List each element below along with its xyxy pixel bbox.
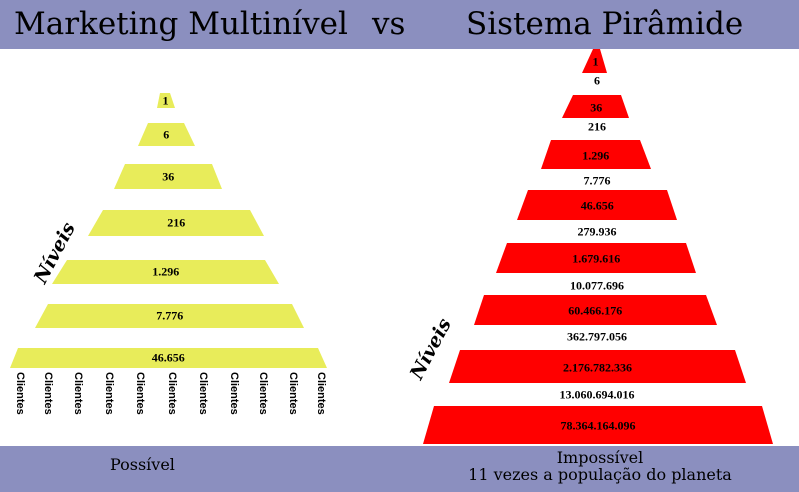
right-level-label: 46.656 <box>580 198 614 213</box>
left-level-5 <box>52 260 279 284</box>
left-level-6 <box>35 304 304 328</box>
right-level-2 <box>562 95 629 118</box>
right-level-label: 1.296 <box>582 148 610 162</box>
right-level-label: 1 <box>592 54 599 69</box>
right-level-label: 78.364.164.096 <box>560 418 636 433</box>
footer-band <box>0 446 799 492</box>
right-level-label: 60.466.176 <box>568 303 623 318</box>
right-level-5 <box>496 243 696 273</box>
clients-label: Clientes <box>166 372 178 415</box>
right-gap-label: 10.077.696 <box>570 278 624 293</box>
right-gap-label: 279.936 <box>577 224 617 239</box>
clients-label: Clientes <box>228 372 240 415</box>
clients-label: Clientes <box>197 372 209 415</box>
clients-label: Clientes <box>14 372 26 415</box>
clients-label: Clientes <box>287 372 299 415</box>
left-level-label: 1.296 <box>152 264 180 279</box>
left-footer: Possível <box>110 455 175 474</box>
right-gap-label: 7.776 <box>583 173 611 188</box>
clients-label: Clientes <box>72 372 84 415</box>
vs-label: vs <box>372 6 406 42</box>
right-footer-line2: 11 vezes a população do planeta <box>468 465 732 484</box>
left-level-label: 216 <box>167 215 186 230</box>
right-level-label: 1.679.616 <box>572 251 621 266</box>
left-level-label: 6 <box>163 127 170 141</box>
left-level-1 <box>157 93 175 108</box>
right-level-label: 36 <box>590 100 603 114</box>
right-level-7 <box>449 350 746 383</box>
left-level-label: 36 <box>162 169 175 183</box>
clients-label: Clientes <box>103 372 115 415</box>
right-level-label: 2.176.782.336 <box>563 360 632 374</box>
left-level-label: 46.656 <box>151 350 185 365</box>
left-level-label: 7.776 <box>156 308 184 323</box>
right-level-1 <box>582 49 607 73</box>
right-gap-label: 13.060.694.016 <box>559 387 635 402</box>
left-level-7 <box>10 348 327 368</box>
right-level-8 <box>423 406 773 444</box>
left-title: Marketing Multinível <box>14 6 348 42</box>
right-title: Sistema Pirâmide <box>466 6 744 42</box>
header-band <box>0 0 799 49</box>
right-gap-label: 6 <box>594 73 600 88</box>
left-level-label: 1 <box>162 93 169 107</box>
right-level-4 <box>517 190 677 220</box>
clients-label: Clientes <box>257 372 269 415</box>
left-level-2 <box>138 123 195 146</box>
left-level-4 <box>88 210 264 236</box>
clients-label: Clientes <box>134 372 146 415</box>
clients-label: Clientes <box>42 372 54 415</box>
clients-label: Clientes <box>315 372 327 415</box>
right-level-6 <box>474 295 717 325</box>
right-gap-label: 216 <box>588 119 606 134</box>
right-footer: Impossível 11 vezes a população do plane… <box>430 449 770 483</box>
left-level-3 <box>114 164 222 189</box>
right-gap-label: 362.797.056 <box>567 329 627 344</box>
right-level-3 <box>541 140 651 169</box>
right-footer-line1: Impossível <box>556 448 644 467</box>
